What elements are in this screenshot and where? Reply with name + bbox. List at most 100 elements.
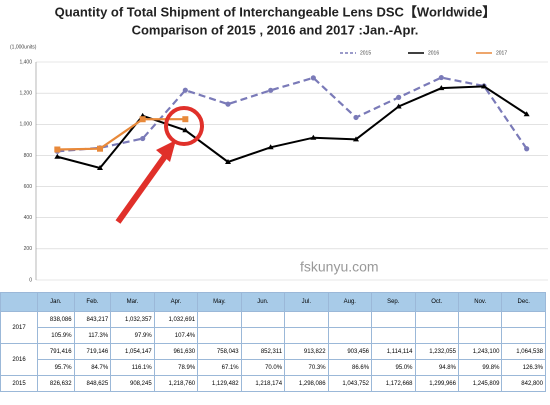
point: [481, 83, 487, 89]
series-line: [57, 76, 528, 153]
legend-label: 2017: [496, 50, 507, 56]
chart-title: Quantity of Total Shipment of Interchang…: [55, 4, 496, 19]
table-cell: Sep.: [371, 292, 416, 312]
table-cell: 1,299,966: [414, 375, 459, 392]
point: [140, 135, 146, 142]
table-row: 2015 826,632 848,625 908,245 1,218,760 1,129,…: [0, 375, 546, 392]
table-cell: 117.3%: [73, 327, 112, 344]
table-row: 95.7% 84.7% 116.1% 78.9% 67.1% 70.0% 70.3% 86.6…: [1, 359, 546, 376]
table-cell: [371, 327, 416, 344]
table-cell: 838,086: [37, 311, 75, 328]
point: [353, 114, 359, 121]
point: [310, 75, 316, 81]
table-cell: 791,416: [37, 343, 75, 360]
point: [438, 74, 444, 81]
table-cell: 1,232,055: [414, 343, 459, 360]
arrow-head: [156, 140, 176, 162]
y-tick-label: 400: [24, 215, 33, 221]
y-tick-label: 1,000: [19, 122, 32, 128]
table-cell: 719,146: [73, 343, 112, 360]
table-cell: Aug.: [327, 292, 373, 312]
table-cell: 1,043,752: [327, 375, 373, 392]
table-cell: Mar.: [110, 292, 155, 312]
table-cell: 852,311: [240, 343, 286, 360]
table-cell: Apr.: [153, 292, 199, 312]
watermark: fskunyu.com: [300, 259, 379, 275]
table-cell: 1,054,147: [110, 343, 155, 360]
table-cell: 2015: [0, 375, 38, 392]
table-cell: [284, 311, 329, 328]
y-axis-label: (1,000units): [10, 44, 37, 50]
highlight-circle: [164, 106, 204, 146]
table-cell: Jun.: [240, 292, 286, 312]
table-cell: 1,114,114: [371, 343, 416, 360]
table-cell: [284, 327, 329, 344]
y-tick-label: 0: [29, 277, 32, 283]
table-cell: 94.8%: [414, 359, 459, 376]
table-row: 105.9% 117.3% 97.9% 107.4%: [1, 327, 546, 344]
table-cell: 842,800: [501, 375, 546, 392]
table-cell: 2016: [0, 343, 38, 376]
point: [267, 144, 274, 150]
legend-label: 2016: [428, 50, 439, 56]
table-cell: 67.1%: [197, 359, 242, 376]
table-cell: 1,218,174: [240, 375, 286, 392]
series-line: [57, 118, 186, 151]
table-cell: Jan.: [37, 292, 75, 312]
point: [225, 158, 231, 164]
legend-label: 2015: [360, 50, 371, 56]
table-row: Jan. Feb. Mar. Apr. May. Jun. Jul. Aug. Sep. Oct.…: [0, 292, 546, 312]
table-cell: 95.0%: [371, 359, 416, 376]
y-tick-label: 1,400: [19, 59, 32, 65]
table-cell: 1,243,100: [457, 343, 503, 360]
table-cell: 70.0%: [240, 359, 286, 376]
table-cell: [197, 311, 242, 328]
table-cell: [240, 327, 286, 344]
table-cell: 116.1%: [110, 359, 155, 376]
table-cell: 1,129,482: [197, 375, 242, 392]
table-row: 2017 838,086 843,217 1,032,357 1,032,691: [0, 311, 546, 344]
table-cell: 97.9%: [110, 327, 155, 344]
table-cell: 908,245: [110, 375, 155, 392]
table-cell: 70.3%: [284, 359, 329, 376]
y-tick-label: 1,200: [19, 90, 32, 96]
table-cell: 826,632: [37, 375, 75, 392]
table-cell: 1,032,357: [110, 311, 155, 328]
table-cell: [197, 327, 242, 344]
table-cell: 1,172,668: [371, 375, 416, 392]
table-cell: 1,298,086: [284, 375, 329, 392]
table-cell: 1,245,809: [457, 375, 503, 392]
y-tick-label: 600: [24, 184, 33, 190]
table-cell: [327, 327, 373, 344]
y-tick-label: 200: [24, 246, 33, 252]
table-cell: [0, 292, 38, 312]
table-cell: 78.9%: [153, 359, 199, 376]
table-cell: Jul.: [284, 292, 329, 312]
point: [438, 85, 445, 91]
table-cell: [414, 327, 459, 344]
table-cell: 95.7%: [37, 359, 75, 376]
point: [97, 145, 103, 152]
table-cell: 1,218,760: [153, 375, 199, 392]
table-cell: [240, 311, 286, 328]
point: [523, 111, 530, 117]
table-cell: [414, 311, 459, 328]
point: [97, 165, 103, 171]
point: [182, 87, 188, 93]
table-cell: May.: [197, 292, 242, 312]
table-cell: 86.6%: [327, 359, 373, 376]
table-cell: 903,456: [327, 343, 373, 360]
table-cell: 961,630: [153, 343, 199, 360]
table-cell: 913,822: [284, 343, 329, 360]
point: [54, 153, 61, 159]
table-cell: Nov.: [457, 292, 503, 312]
data-table: Jan. Feb. Mar. Apr. May. Jun. Jul. Aug. Sep. Oct.…: [0, 292, 546, 392]
table-cell: 1,064,538: [501, 343, 546, 360]
table-cell: Dec.: [501, 292, 546, 312]
point: [396, 94, 402, 100]
table-cell: Oct.: [414, 292, 459, 312]
table-cell: 848,625: [73, 375, 112, 392]
table-cell: 84.7%: [73, 359, 112, 376]
y-tick-label: 800: [24, 153, 33, 159]
point: [139, 116, 146, 123]
